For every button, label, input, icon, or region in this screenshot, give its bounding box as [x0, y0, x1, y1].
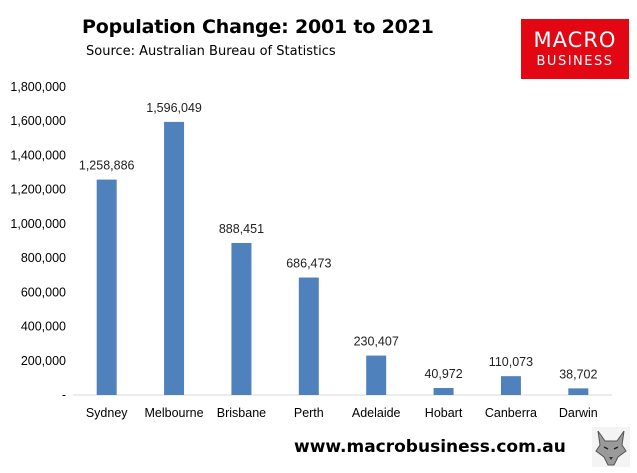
logo-line-macro: MACRO [533, 28, 617, 52]
data-label: 1,258,886 [79, 159, 135, 173]
wolf-head-icon [592, 427, 630, 467]
bar [164, 121, 185, 395]
x-tick-label: Canberra [485, 406, 537, 420]
y-tick-label: 400,000 [21, 320, 66, 334]
data-label: 110,073 [489, 355, 533, 369]
footer-url: www.macrobusiness.com.au [294, 437, 566, 457]
y-tick-label: 1,200,000 [10, 183, 66, 197]
y-tick-label: 600,000 [21, 285, 66, 299]
bar [433, 387, 454, 395]
data-label: 888,451 [219, 222, 264, 236]
bar [366, 355, 387, 395]
bar [500, 376, 521, 395]
chart-title: Population Change: 2001 to 2021 [82, 16, 434, 38]
y-tick-label: 1,400,000 [10, 148, 66, 162]
data-label: 230,407 [354, 335, 399, 349]
macrobusiness-logo: MACRO BUSINESS [521, 19, 629, 79]
y-tick-label: 1,000,000 [10, 217, 66, 231]
y-tick-label: 1,800,000 [10, 80, 66, 94]
x-tick-label: Adelaide [352, 406, 401, 420]
x-tick-label: Darwin [559, 406, 598, 420]
data-label: 1,596,049 [146, 101, 202, 115]
x-tick-label: Hobart [425, 406, 463, 420]
logo-line-business: BUSINESS [536, 54, 614, 69]
bar [96, 179, 117, 395]
data-label: 686,473 [286, 257, 331, 271]
y-tick-label: 1,600,000 [10, 114, 66, 128]
y-tick-label: 800,000 [21, 251, 66, 265]
x-tick-label: Sydney [86, 406, 128, 420]
x-tick-label: Perth [294, 406, 324, 420]
bar [298, 277, 319, 395]
data-label: 40,972 [424, 367, 462, 381]
x-tick-label: Melbourne [145, 406, 204, 420]
chart-subtitle: Source: Australian Bureau of Statistics [86, 44, 336, 59]
y-tick-label: 200,000 [21, 354, 66, 368]
y-tick-label: - [62, 388, 66, 402]
x-tick-label: Brisbane [217, 406, 266, 420]
bar [568, 388, 589, 395]
bar [231, 242, 252, 395]
data-label: 38,702 [559, 367, 597, 381]
